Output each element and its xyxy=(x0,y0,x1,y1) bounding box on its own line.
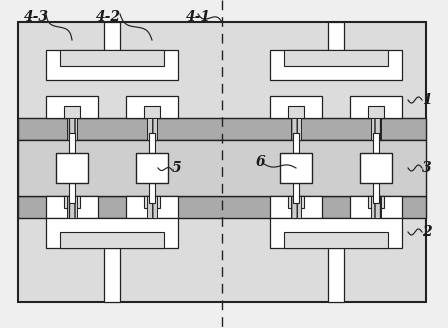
Bar xyxy=(371,118,381,140)
Bar xyxy=(373,133,379,153)
Bar xyxy=(60,232,164,248)
Bar xyxy=(149,133,155,153)
Bar xyxy=(368,196,384,208)
Bar xyxy=(46,50,178,80)
Bar xyxy=(126,196,178,218)
Bar xyxy=(64,106,80,118)
Bar xyxy=(373,183,379,203)
Bar xyxy=(371,196,381,218)
Bar xyxy=(144,196,160,208)
Text: 3: 3 xyxy=(422,161,431,175)
Bar xyxy=(291,118,301,140)
Bar xyxy=(293,183,299,203)
Bar xyxy=(270,218,402,248)
Text: 4-1: 4-1 xyxy=(185,10,211,24)
Bar xyxy=(149,183,155,203)
Bar xyxy=(147,118,157,140)
Bar xyxy=(328,22,344,50)
Bar xyxy=(360,153,392,183)
Bar xyxy=(293,133,299,153)
Bar xyxy=(368,106,384,118)
Text: 6: 6 xyxy=(256,155,266,169)
Text: 4-2: 4-2 xyxy=(95,10,121,24)
Bar xyxy=(328,248,344,302)
Bar xyxy=(46,96,98,118)
Bar xyxy=(350,96,402,118)
Text: 4-3: 4-3 xyxy=(23,10,48,24)
Bar xyxy=(126,96,178,118)
Bar xyxy=(104,22,120,50)
Bar xyxy=(147,196,157,218)
Text: 5: 5 xyxy=(172,161,181,175)
Bar xyxy=(64,196,80,208)
Bar xyxy=(136,153,168,183)
Bar xyxy=(270,96,322,118)
Bar xyxy=(18,140,426,196)
Bar xyxy=(67,118,77,140)
Bar xyxy=(270,196,322,218)
Bar xyxy=(18,22,426,302)
Bar xyxy=(56,153,88,183)
Bar xyxy=(46,196,98,218)
Bar xyxy=(350,196,402,218)
Bar xyxy=(288,106,304,118)
Bar xyxy=(284,232,388,248)
Bar xyxy=(288,196,304,208)
Text: 2: 2 xyxy=(422,225,431,239)
Bar xyxy=(280,153,312,183)
Bar xyxy=(18,196,426,218)
Bar xyxy=(69,133,75,153)
Bar xyxy=(18,118,426,140)
Text: 1: 1 xyxy=(422,93,431,107)
Bar xyxy=(60,50,164,66)
Bar xyxy=(144,106,160,118)
Bar xyxy=(291,196,301,218)
Bar xyxy=(67,196,77,218)
Bar xyxy=(270,50,402,80)
Bar xyxy=(104,248,120,302)
Bar xyxy=(69,183,75,203)
Bar xyxy=(46,218,178,248)
Bar xyxy=(284,50,388,66)
